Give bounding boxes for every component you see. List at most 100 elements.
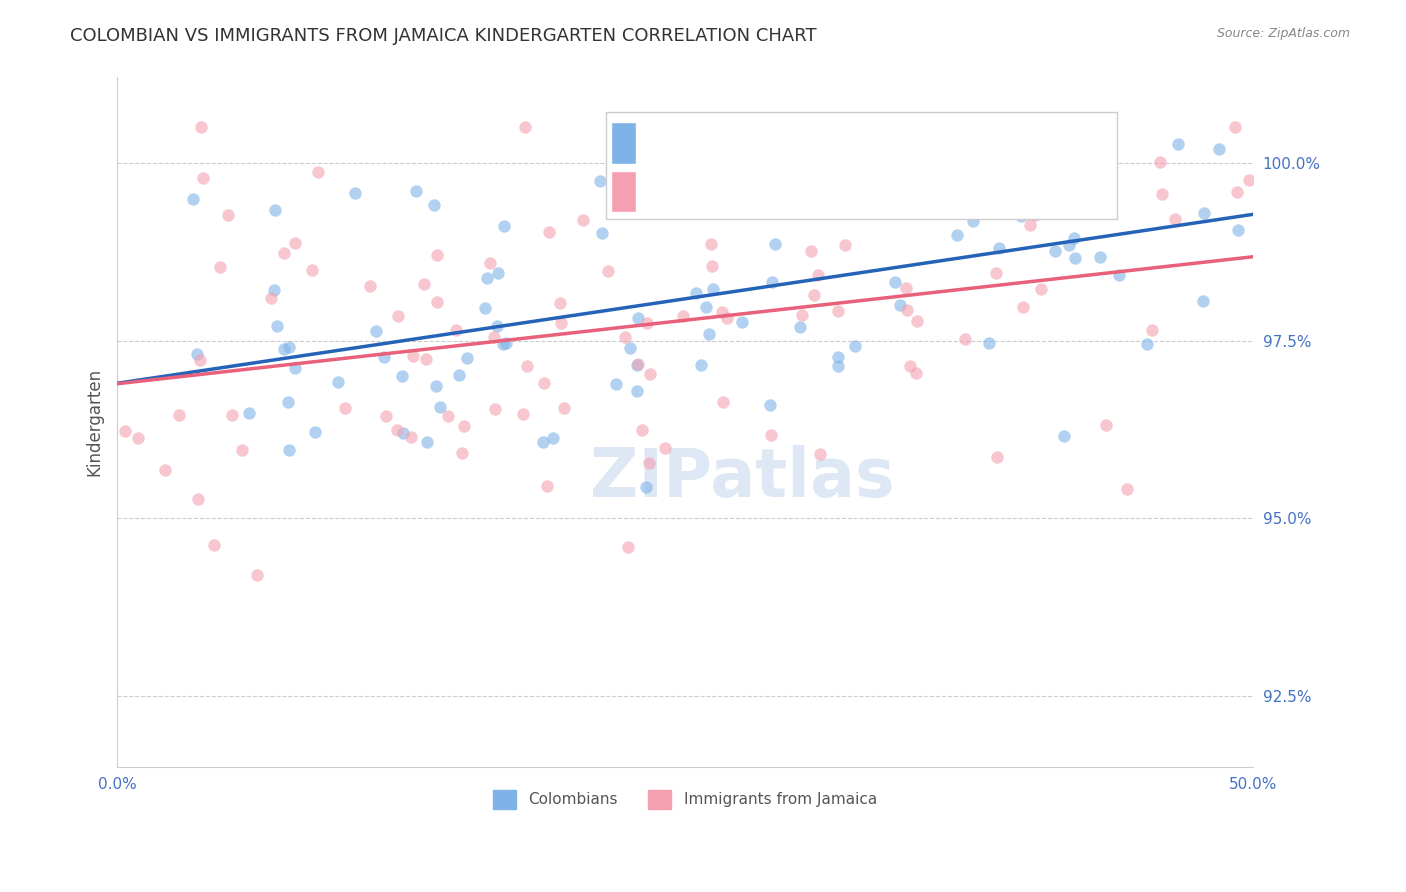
Colombians	[263, 283, 285, 297]
Colombians	[405, 184, 427, 198]
Colombians	[447, 368, 470, 382]
Colombians	[494, 219, 516, 234]
Immigrants from Jamaica	[1223, 120, 1246, 135]
Colombians	[456, 351, 478, 365]
Colombians	[531, 435, 554, 450]
Colombians	[495, 336, 517, 351]
Immigrants from Jamaica	[399, 430, 422, 444]
Text: ZIPatlas: ZIPatlas	[589, 444, 894, 510]
Colombians	[391, 425, 413, 440]
Immigrants from Jamaica	[202, 538, 225, 552]
Colombians	[429, 401, 451, 415]
Colombians	[979, 335, 1001, 350]
Colombians	[953, 174, 976, 188]
Colombians	[364, 324, 387, 338]
Colombians	[627, 310, 650, 325]
Colombians	[988, 241, 1011, 255]
Colombians	[1033, 135, 1056, 149]
Immigrants from Jamaica	[536, 479, 558, 493]
Immigrants from Jamaica	[877, 192, 900, 206]
Colombians	[591, 226, 613, 240]
Immigrants from Jamaica	[307, 165, 329, 179]
Colombians	[761, 275, 783, 289]
Immigrants from Jamaica	[446, 323, 468, 337]
Immigrants from Jamaica	[482, 329, 505, 343]
Colombians	[1063, 230, 1085, 244]
Colombians	[283, 360, 305, 375]
Immigrants from Jamaica	[1237, 173, 1260, 187]
Legend: Colombians, Immigrants from Jamaica: Colombians, Immigrants from Jamaica	[488, 784, 883, 814]
Colombians	[634, 480, 657, 494]
Immigrants from Jamaica	[188, 352, 211, 367]
Immigrants from Jamaica	[221, 408, 243, 422]
Colombians	[697, 326, 720, 341]
Immigrants from Jamaica	[808, 447, 831, 461]
Immigrants from Jamaica	[333, 401, 356, 416]
Colombians	[844, 338, 866, 352]
Immigrants from Jamaica	[1011, 300, 1033, 314]
Colombians	[1088, 251, 1111, 265]
Colombians	[877, 176, 900, 190]
Colombians	[1043, 244, 1066, 258]
Colombians	[827, 359, 849, 374]
Immigrants from Jamaica	[453, 418, 475, 433]
Colombians	[425, 379, 447, 393]
Colombians	[1010, 209, 1032, 223]
Colombians	[423, 198, 446, 212]
Colombians	[883, 276, 905, 290]
Immigrants from Jamaica	[904, 366, 927, 380]
Immigrants from Jamaica	[654, 442, 676, 456]
Immigrants from Jamaica	[190, 120, 212, 135]
Immigrants from Jamaica	[375, 409, 398, 423]
Colombians	[1227, 223, 1250, 237]
Text: R = 0.297   N = 96: R = 0.297 N = 96	[640, 191, 824, 209]
Colombians	[1064, 251, 1087, 265]
Colombians	[695, 300, 717, 314]
Immigrants from Jamaica	[1150, 186, 1173, 201]
Colombians	[1053, 429, 1076, 443]
Immigrants from Jamaica	[260, 291, 283, 305]
Colombians	[605, 377, 627, 392]
Immigrants from Jamaica	[1149, 155, 1171, 169]
Immigrants from Jamaica	[1142, 323, 1164, 337]
Immigrants from Jamaica	[800, 244, 823, 258]
Immigrants from Jamaica	[986, 266, 1008, 280]
Immigrants from Jamaica	[803, 288, 825, 302]
Immigrants from Jamaica	[905, 314, 928, 328]
Immigrants from Jamaica	[672, 309, 695, 323]
Immigrants from Jamaica	[700, 260, 723, 274]
Colombians	[945, 227, 967, 242]
Colombians	[492, 337, 515, 351]
Colombians	[1192, 293, 1215, 308]
Immigrants from Jamaica	[516, 359, 538, 373]
Colombians	[619, 341, 641, 355]
Immigrants from Jamaica	[437, 409, 460, 424]
Immigrants from Jamaica	[550, 295, 572, 310]
Colombians	[266, 318, 288, 333]
Immigrants from Jamaica	[807, 268, 830, 283]
Colombians	[263, 202, 285, 217]
Immigrants from Jamaica	[426, 247, 449, 261]
Immigrants from Jamaica	[246, 568, 269, 582]
Colombians	[685, 285, 707, 300]
Colombians	[415, 434, 437, 449]
Immigrants from Jamaica	[761, 428, 783, 442]
Colombians	[626, 359, 648, 373]
Immigrants from Jamaica	[284, 235, 307, 250]
Immigrants from Jamaica	[550, 317, 572, 331]
Immigrants from Jamaica	[638, 367, 661, 381]
Immigrants from Jamaica	[896, 281, 918, 295]
Immigrants from Jamaica	[572, 212, 595, 227]
Immigrants from Jamaica	[955, 332, 977, 346]
Colombians	[186, 346, 208, 360]
Immigrants from Jamaica	[617, 540, 640, 554]
Colombians	[1047, 148, 1070, 162]
Immigrants from Jamaica	[479, 256, 502, 270]
Immigrants from Jamaica	[191, 170, 214, 185]
Immigrants from Jamaica	[553, 401, 575, 416]
Immigrants from Jamaica	[1019, 218, 1042, 232]
Immigrants from Jamaica	[1094, 417, 1116, 432]
Colombians	[304, 425, 326, 440]
Colombians	[1057, 237, 1080, 252]
Immigrants from Jamaica	[898, 359, 921, 373]
